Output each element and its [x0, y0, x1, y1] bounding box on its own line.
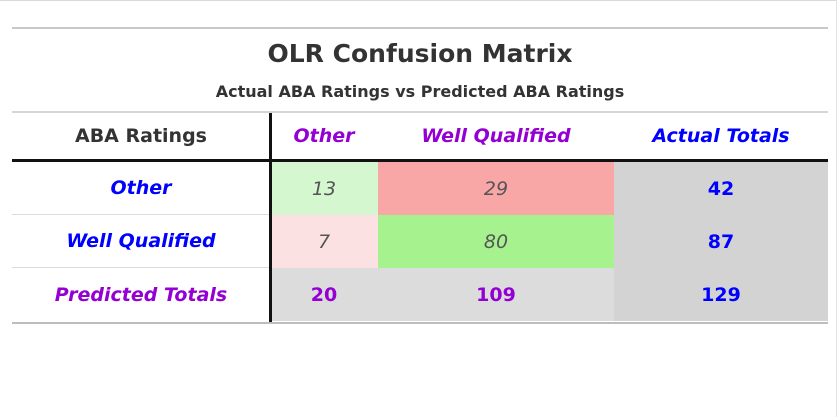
table-bottom-rule — [12, 322, 828, 324]
header-separator — [12, 159, 828, 162]
row-header-divider — [269, 113, 272, 324]
cell-other-actual-total: 42 — [614, 162, 828, 215]
corner-header: ABA Ratings — [75, 125, 207, 147]
header-rule — [12, 111, 828, 113]
confusion-matrix-table: OLR Confusion Matrix Actual ABA Ratings … — [12, 27, 828, 324]
column-header-other: Other — [293, 125, 355, 147]
table-subtitle: Actual ABA Ratings vs Predicted ABA Rati… — [215, 82, 625, 101]
window-top-border — [0, 0, 837, 1]
row-header-well-qualified: Well Qualified — [12, 215, 270, 268]
cell-well-qualified-well-qualified: 80 — [378, 215, 614, 268]
table-title: OLR Confusion Matrix — [267, 39, 573, 68]
row-header-other: Other — [12, 162, 270, 215]
cell-predicted-total-other: 20 — [270, 268, 378, 321]
table-top-rule — [12, 27, 828, 29]
column-header-well-qualified: Well Qualified — [421, 125, 571, 147]
cell-other-well-qualified: 29 — [378, 162, 614, 215]
matrix-grid: ABA Ratings Other Well Qualified Actual … — [12, 113, 828, 321]
cell-grand-total: 129 — [614, 268, 828, 321]
cell-other-other: 13 — [270, 162, 378, 215]
row-header-predicted-totals: Predicted Totals — [54, 283, 228, 306]
cell-well-qualified-actual-total: 87 — [614, 215, 828, 268]
cell-well-qualified-other: 7 — [270, 215, 378, 268]
column-header-actual-totals: Actual Totals — [652, 125, 790, 147]
cell-predicted-total-well-qualified: 109 — [378, 268, 614, 321]
